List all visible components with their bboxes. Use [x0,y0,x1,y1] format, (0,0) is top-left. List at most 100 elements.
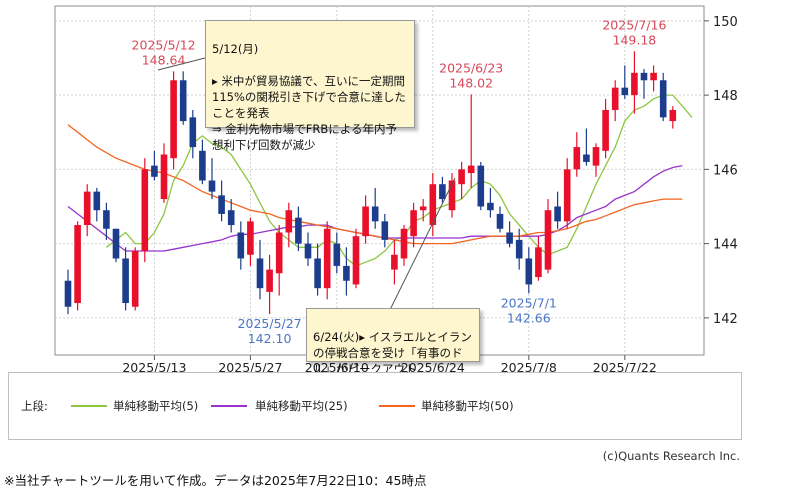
candle-33 [381,213,389,248]
candle-body-26 [314,258,321,289]
candle-7 [131,247,139,311]
candle-13 [189,109,197,159]
marker-value-high-0623: 148.02 [449,75,493,90]
candle-body-31 [362,206,369,237]
candle-body-54 [583,154,590,162]
marker-date-low-0527: 2025/5/27 [238,316,302,331]
candle-10 [160,143,168,203]
legend-label-ma5: 単純移動平均(5) [113,399,199,413]
ytick-label-144: 144 [713,238,738,253]
callout-may12-body: ▸ 米中が貿易協議で、互いに一定期間115%の関税引き下げで合意に達したことを発… [212,74,406,152]
candle-body-63 [669,109,677,122]
marker-date-high-0512: 2025/5/12 [132,37,196,52]
candle-body-13 [189,117,197,148]
candle-body-15 [208,180,216,192]
candle-31 [362,195,369,244]
xtick-label-3: 2025/6/24 [401,360,465,372]
candle-body-17 [227,210,235,226]
candle-body-20 [256,258,264,289]
candle-body-10 [160,154,168,200]
candle-21 [266,254,273,315]
candle-body-50 [544,210,552,270]
candle-body-16 [218,195,225,214]
candle-body-3 [93,191,101,211]
ytick-label-142: 142 [713,312,738,327]
candle-2 [83,184,91,237]
legend-swatch-ma25 [211,405,247,407]
candle-57 [611,80,619,122]
candle-59 [631,51,638,114]
candle-17 [227,199,235,233]
candle-body-37 [419,206,427,211]
candle-45 [496,206,504,233]
candle-body-25 [304,243,312,259]
candle-34 [391,239,398,285]
legend-box: 上段: 単純移動平均(5) 単純移動平均(25) 単純移動平均(50) [8,372,742,440]
y-axis-ticks: 142 144 146 148 150 [704,15,738,327]
candle-body-44 [487,202,494,211]
candle-body-33 [381,221,389,240]
callout-jun24-body: 6/24(火)▸ イスラエルとイランの停戦合意を受け「有事のドル」がピークアウト [313,330,472,376]
candle-body-40 [448,180,456,211]
candle-15 [208,158,216,200]
candle-body-23 [285,210,293,233]
candle-20 [256,239,264,300]
legend-title: 上段: [21,399,48,413]
candle-body-34 [391,254,398,270]
candle-body-11 [170,80,177,159]
candle-body-49 [535,247,542,278]
candle-body-0 [64,280,72,307]
legend-label-ma25: 単純移動平均(25) [255,399,348,413]
candle-body-19 [247,221,254,255]
candle-39 [439,176,446,203]
callout-jun24: 6/24(火)▸ イスラエルとイランの停戦合意を受け「有事のドル」がピークアウト [306,308,480,376]
callout2-pointer [384,177,456,321]
candle-52 [563,158,571,229]
candle-0 [64,269,72,315]
candlesticks [64,51,677,315]
ma-line-2 [67,124,683,245]
candle-47 [515,228,523,270]
ytick-label-150: 150 [713,15,738,30]
candle-25 [304,232,312,266]
moving-average-lines [67,94,693,267]
marker-date-low-0701: 2025/7/1 [501,295,557,310]
candle-36 [410,202,417,248]
candle-body-61 [650,72,657,81]
candle-14 [199,139,206,185]
candle-1 [74,221,81,311]
candle-38 [429,173,437,237]
candle-body-46 [506,232,513,244]
candle-61 [650,65,657,92]
candle-body-51 [554,206,561,222]
legend-swatch-ma5 [71,405,107,407]
candle-body-57 [611,87,619,110]
callout-may12: 5/12(月) ▸ 米中が貿易協議で、互いに一定期間115%の関税引き下げで合意… [205,20,415,152]
candle-body-22 [275,232,283,274]
candle-body-36 [410,210,417,237]
candle-16 [218,180,225,222]
candle-12 [179,71,187,125]
candle-body-47 [515,239,523,259]
candle-body-35 [400,228,408,259]
candle-35 [400,225,408,266]
candle-43 [477,161,485,211]
marker-value-low-0527: 142.10 [248,331,292,346]
xtick-label-5: 2025/7/22 [593,360,657,372]
candle-37 [419,199,427,222]
candle-19 [247,217,254,266]
candle-body-43 [477,165,485,207]
candle-50 [544,199,552,274]
copyright-credit: (c)Quants Research Inc. [602,449,740,463]
candle-29 [343,247,350,296]
candle-58 [621,65,629,99]
candle-body-8 [141,169,149,252]
legend-label-ma50: 単純移動平均(50) [421,399,514,413]
candle-body-55 [592,147,600,166]
marker-value-high-0512: 148.64 [142,52,186,67]
candle-8 [141,158,149,263]
candle-11 [170,71,177,170]
ytick-label-146: 146 [713,163,738,178]
candle-48 [525,247,533,294]
candle-body-24 [295,217,302,244]
